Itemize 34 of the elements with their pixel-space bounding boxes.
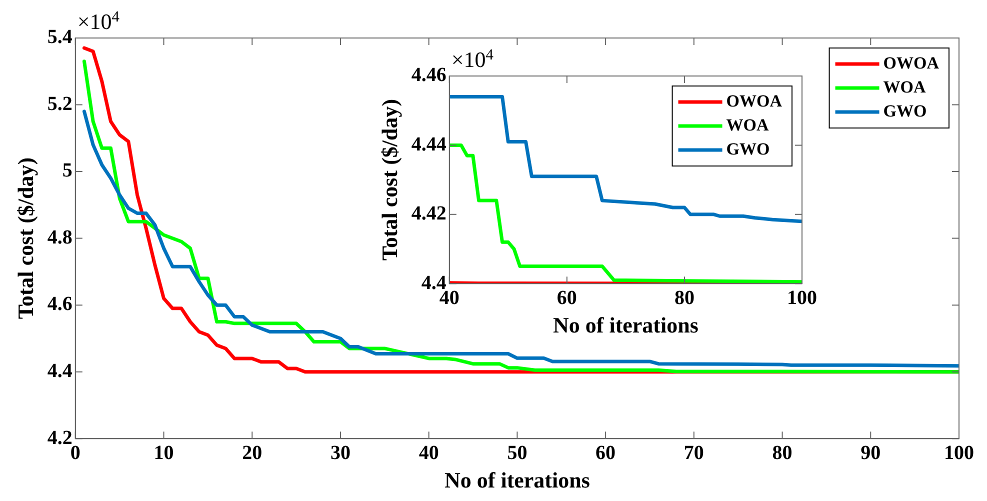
x-tick-label: 20 bbox=[242, 442, 262, 464]
y-axis-title: Total cost ($/day) bbox=[376, 98, 402, 261]
y-tick-label: 4.2 bbox=[47, 426, 72, 449]
x-tick-label: 10 bbox=[154, 442, 174, 464]
legend-label: GWO bbox=[726, 139, 770, 158]
y-tick-label: 4.4 bbox=[47, 360, 72, 382]
x-axis-title: No of iterations bbox=[552, 312, 699, 338]
y-axis-title: Total cost ($/day) bbox=[12, 157, 38, 320]
y-tick-label: 4.46 bbox=[411, 64, 446, 86]
y-tick-label: 4.42 bbox=[411, 202, 446, 225]
y-tick-label: 5.4 bbox=[47, 26, 72, 48]
x-tick-label: 50 bbox=[507, 442, 528, 464]
x-tick-label: 100 bbox=[944, 442, 974, 464]
legend-label: GWO bbox=[883, 101, 927, 120]
x-tick-label: 100 bbox=[787, 286, 817, 309]
x-tick-label: 40 bbox=[418, 442, 439, 464]
y-tick-label: 4.44 bbox=[411, 133, 446, 156]
x-tick-label: 90 bbox=[860, 442, 881, 464]
legend-label: OWOA bbox=[726, 91, 783, 110]
legend-label: OWOA bbox=[883, 53, 940, 72]
x-axis-title: No of iterations bbox=[444, 467, 590, 492]
x-tick-label: 80 bbox=[772, 442, 792, 464]
x-tick-label: 0 bbox=[70, 442, 80, 464]
x-tick-label: 80 bbox=[674, 286, 694, 309]
legend-label: WOA bbox=[726, 115, 770, 134]
y-tick-label: 4.8 bbox=[47, 226, 72, 248]
x-tick-label: 60 bbox=[596, 442, 616, 464]
y-tick-label: 5.2 bbox=[47, 92, 72, 115]
legend-label: WOA bbox=[883, 77, 926, 96]
y-tick-label: 5 bbox=[62, 160, 72, 182]
x-tick-label: 30 bbox=[330, 442, 350, 464]
x-tick-label: 70 bbox=[684, 442, 704, 464]
y-tick-label: 4.6 bbox=[47, 293, 72, 316]
x-tick-label: 60 bbox=[556, 286, 577, 309]
